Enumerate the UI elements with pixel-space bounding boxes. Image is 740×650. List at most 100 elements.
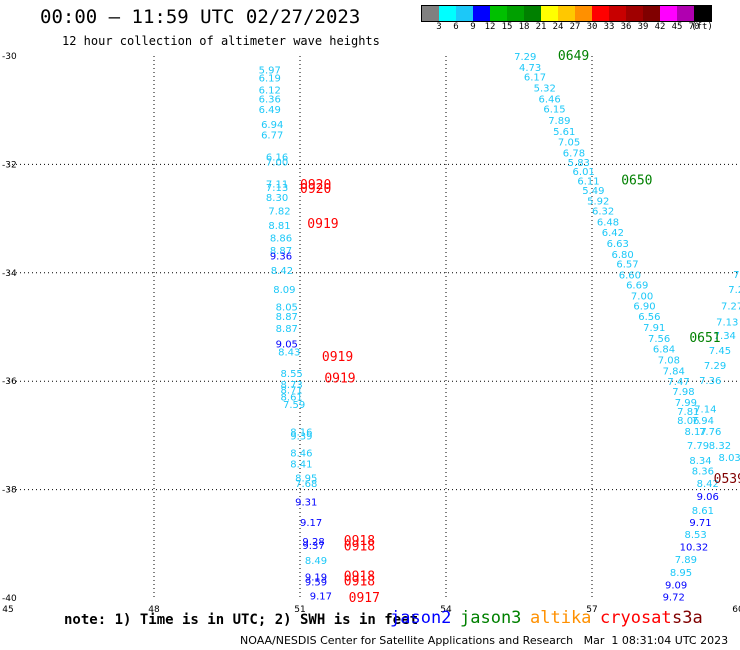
wave-height-value: 7.34 <box>714 331 736 342</box>
wave-height-value: 6.49 <box>259 105 281 116</box>
legend-swatch <box>660 6 677 21</box>
pass-time-label: 0650 <box>621 174 652 189</box>
wave-height-value: 7.98 <box>672 387 694 398</box>
satellite-legend-jason3: jason3 <box>460 608 522 628</box>
satellite-legend-s3a: s3a <box>672 608 703 628</box>
wave-height-value: 10.32 <box>680 543 709 554</box>
legend-label: 3 <box>436 22 442 32</box>
wave-height-value: 9.06 <box>697 492 719 503</box>
wave-height-value: 8.49 <box>305 556 327 567</box>
wave-height-value: 8.16 <box>290 428 312 439</box>
wave-height-value: 6.56 <box>638 312 660 323</box>
wave-height-value: 9.17 <box>310 591 332 602</box>
wave-height-value: 8.71 <box>281 385 303 396</box>
observation-layer: 5.976.196.126.366.496.946.776.167.007.11… <box>259 52 740 603</box>
wave-height-value: 6.60 <box>619 270 641 281</box>
wave-height-value: 6.12 <box>259 86 281 97</box>
wave-height-value: 7.00 <box>266 158 288 169</box>
wave-height-value: 5.92 <box>587 197 609 208</box>
wave-height-value: 9.71 <box>689 518 711 529</box>
wave-height-value: 5.49 <box>582 186 604 197</box>
wave-height-value: 7.79 <box>687 441 709 452</box>
wave-height-value: 8.41 <box>290 460 312 471</box>
wave-height-value: 8.87 <box>276 324 298 335</box>
wave-height-value: 9.09 <box>665 580 687 591</box>
wave-height-value: 8.42 <box>271 266 293 277</box>
wave-height-value: 6.36 <box>259 94 281 105</box>
wave-height-value: 9.17 <box>300 518 322 529</box>
legend-label: 15 <box>501 22 513 32</box>
legend-label: 42 <box>654 22 666 32</box>
color-scale-legend <box>421 5 712 22</box>
legend-swatch <box>541 6 558 21</box>
wave-height-value: 9.72 <box>663 592 685 603</box>
wave-height-value: 8.42 <box>697 479 719 490</box>
wave-height-value: 8.34 <box>689 456 711 467</box>
wave-height-value: 7.59 <box>283 400 305 411</box>
y-tick-label: -38 <box>2 486 17 496</box>
wave-height-value: 7.05 <box>558 138 580 149</box>
legend-label: (ft) <box>691 22 713 32</box>
y-tick-label: -34 <box>2 269 17 279</box>
wave-height-value: 6.32 <box>592 206 614 217</box>
wave-height-value: 8.87 <box>276 312 298 323</box>
legend-label: 36 <box>620 22 632 32</box>
pass-time-label: 0539 <box>714 472 740 487</box>
legend-swatch <box>490 6 507 21</box>
wave-height-value: 9.36 <box>270 251 292 262</box>
wave-height-value: 7.29 <box>514 52 536 63</box>
wave-height-value: 8.05 <box>276 302 298 313</box>
legend-label: 12 <box>484 22 496 32</box>
legend-swatch <box>473 6 490 21</box>
wave-height-value: 6.84 <box>653 345 675 356</box>
wave-height-value: 8.55 <box>281 369 303 380</box>
legend-label: 39 <box>637 22 649 32</box>
legend-label: 30 <box>586 22 598 32</box>
wave-height-value: 8.73 <box>281 380 303 391</box>
legend-swatch <box>507 6 524 21</box>
wave-height-value: 9.28 <box>302 537 324 548</box>
wave-height-value: 7.45 <box>709 346 731 357</box>
footer-credit: NOAA/NESDIS Center for Satellite Applica… <box>240 634 729 647</box>
wave-height-value: 7.11 <box>266 179 288 190</box>
wave-height-value: 8.09 <box>273 285 295 296</box>
pass-time-label: 0649 <box>558 49 589 64</box>
legend-label: 45 <box>671 22 683 32</box>
legend-swatch <box>694 6 711 21</box>
wave-height-value: 7.81 <box>677 407 699 418</box>
wave-height-value: 8.06 <box>677 416 699 427</box>
legend-label: 24 <box>552 22 564 32</box>
y-tick-label: -30 <box>2 52 17 62</box>
wave-height-value: 6.46 <box>538 94 560 105</box>
satellite-legend-cryosat: cryosat <box>600 608 672 628</box>
map-grid <box>8 56 738 598</box>
wave-height-value: 6.94 <box>261 120 283 131</box>
legend-swatch <box>643 6 660 21</box>
wave-height-value: 6.63 <box>607 239 629 250</box>
legend-swatch <box>558 6 575 21</box>
wave-height-value: 6.69 <box>626 281 648 292</box>
wave-height-value: 6.48 <box>597 217 619 228</box>
wave-height-value: 8.32 <box>709 441 731 452</box>
pass-time-label: 0651 <box>689 331 720 346</box>
x-tick-label: 45 <box>2 605 13 615</box>
wave-height-value: 4.73 <box>519 63 541 74</box>
wave-height-value: 7.91 <box>643 323 665 334</box>
wave-height-value: 7.47 <box>667 377 689 388</box>
wave-height-value: 5.32 <box>534 83 556 94</box>
wave-height-value: 8.87 <box>270 246 292 257</box>
page-title: 00:00 – 11:59 UTC 02/27/2023 <box>40 6 361 28</box>
wave-height-value: 6.42 <box>602 228 624 239</box>
wave-height-value: 8.61 <box>692 506 714 517</box>
pass-time-label: 0920 <box>300 178 331 193</box>
wave-height-value: 7.56 <box>648 334 670 345</box>
wave-height-value: 8.86 <box>270 234 292 245</box>
wave-height-value: 7.94 <box>692 416 714 427</box>
wave-height-value: 5.83 <box>568 158 590 169</box>
wave-height-value: 7.13 <box>266 183 288 194</box>
wave-height-value: 7.00 <box>631 292 653 303</box>
x-tick-label: 48 <box>148 605 160 615</box>
wave-height-value: 7.28 <box>728 285 740 296</box>
